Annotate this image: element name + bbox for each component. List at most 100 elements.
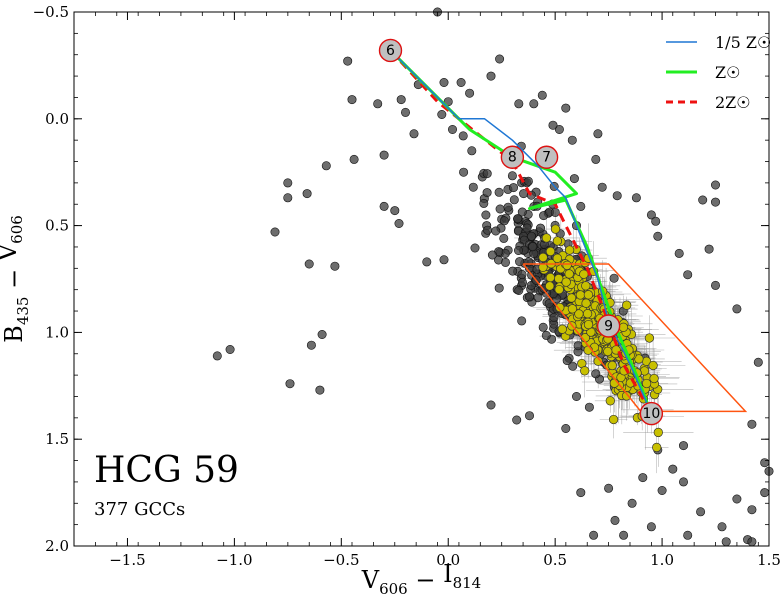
source-point: [561, 423, 571, 433]
plot-background: [74, 12, 769, 546]
source-point: [512, 415, 522, 425]
source-point: [317, 329, 327, 339]
x-tick-label: −1.0: [216, 551, 252, 569]
source-point: [285, 379, 295, 389]
source-point: [522, 223, 532, 233]
source-point: [470, 243, 480, 253]
plot-area: [74, 12, 769, 546]
source-point: [306, 340, 316, 350]
source-point: [717, 522, 727, 532]
source-point: [467, 146, 477, 156]
gcc-point: [583, 319, 594, 330]
gcc-point: [581, 281, 591, 291]
source-point: [524, 411, 534, 421]
gcc-point: [555, 302, 565, 313]
source-point: [394, 219, 404, 229]
gcc-point: [550, 224, 561, 234]
gcc-point: [618, 322, 629, 332]
gcc-point: [605, 396, 615, 406]
source-point: [486, 71, 496, 81]
gcc-point: [541, 233, 552, 243]
source-point: [270, 227, 280, 237]
source-point: [569, 174, 579, 184]
source-point: [499, 233, 509, 243]
x-tick-label: 1.0: [650, 551, 674, 569]
gcc-point: [593, 356, 603, 366]
source-point: [576, 201, 586, 211]
age-marker: [534, 145, 559, 169]
source-point: [550, 207, 560, 217]
source-point: [343, 56, 353, 66]
gcc-point: [583, 290, 594, 300]
source-point: [330, 261, 340, 271]
source-point: [678, 477, 688, 487]
age-marker-label: 8: [508, 150, 517, 166]
source-point: [526, 231, 536, 241]
y-tick-label: 1.5: [45, 430, 69, 448]
gcc-point: [545, 272, 556, 283]
gcc-point: [582, 309, 593, 319]
source-point: [747, 505, 757, 515]
gcc-point: [564, 245, 575, 255]
source-point: [302, 189, 312, 199]
age-marker: [500, 145, 525, 169]
source-point: [456, 78, 466, 88]
gcc-point: [562, 260, 572, 270]
source-point: [468, 182, 478, 192]
source-point: [674, 248, 684, 258]
age-marker: [596, 314, 621, 338]
source-point: [409, 129, 419, 139]
gcc-point: [652, 442, 662, 453]
source-point: [499, 216, 509, 226]
source-point: [548, 120, 558, 130]
gcc-point: [566, 293, 577, 303]
source-point: [494, 283, 504, 293]
selection-box-outline: [522, 263, 748, 413]
gcc-point: [575, 290, 586, 300]
gcc-point: [561, 277, 571, 287]
x-tick-label: −0.5: [323, 551, 359, 569]
source-point: [495, 204, 505, 214]
legend-label-solar: Z☉: [715, 63, 740, 82]
source-point: [465, 88, 475, 98]
gcc-point: [648, 360, 658, 371]
annotations: V606 − I814 B435 − V606 HCG 59 377 GCCs 1/5 …: [0, 33, 771, 598]
source-point: [571, 391, 581, 401]
source-point: [653, 231, 663, 241]
source-point: [753, 357, 763, 367]
source-point: [347, 95, 357, 105]
source-point: [698, 195, 708, 205]
source-point: [458, 131, 468, 141]
source-point: [529, 99, 539, 109]
source-point: [491, 226, 501, 236]
age-marker-label: 7: [542, 150, 551, 166]
source-point: [612, 191, 622, 201]
source-point: [482, 169, 492, 179]
gcc-point: [621, 391, 632, 401]
source-point: [439, 255, 449, 265]
source-point: [721, 537, 731, 547]
age-markers: 6 8 7 9 10: [378, 38, 664, 426]
source-point: [321, 161, 331, 171]
source-point: [747, 537, 757, 547]
source-point: [509, 195, 519, 205]
source-point: [610, 515, 620, 525]
x-tick-label: 0.5: [543, 551, 567, 569]
x-axis-label: V606 − I814: [361, 560, 481, 598]
source-point: [591, 154, 601, 164]
source-point: [710, 280, 720, 290]
source-point: [447, 125, 457, 135]
y-tick-label: 0.0: [45, 110, 69, 128]
source-point: [443, 97, 453, 107]
gcc-point: [649, 373, 659, 384]
age-marker-label: 6: [386, 43, 395, 59]
source-point: [524, 257, 534, 267]
gcc-point: [545, 246, 556, 257]
source-point: [704, 244, 714, 254]
source-point: [651, 216, 661, 226]
source-point: [537, 90, 547, 100]
axes: −1.5 −1.0 −0.5 0.0 0.5 1.0 1.5 −0.5 0.0 0.5 1.0 1.5…: [33, 3, 781, 569]
source-point: [373, 99, 383, 109]
source-point: [283, 178, 293, 188]
source-point: [315, 385, 325, 395]
